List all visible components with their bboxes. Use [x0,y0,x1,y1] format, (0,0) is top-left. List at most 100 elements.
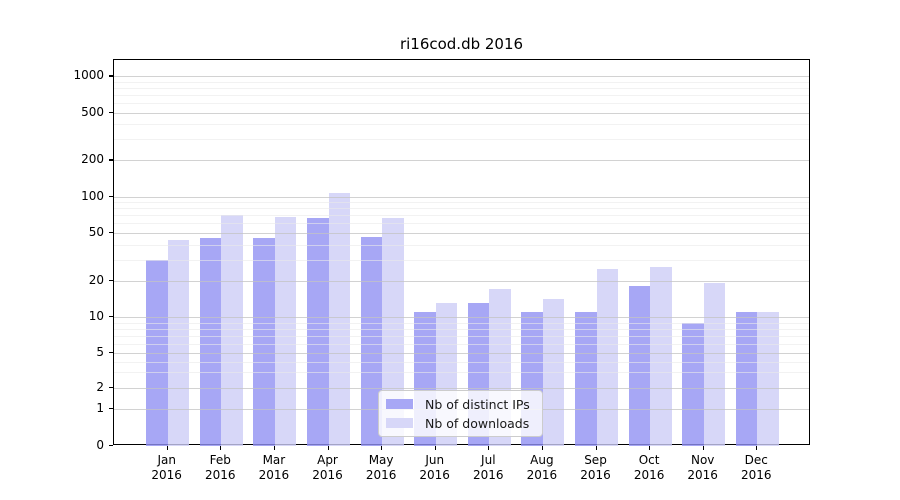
x-tick-label-sep: Sep 2016 [580,453,611,482]
gridline-minor-4 [114,361,809,363]
y-tick-label-1000: 1000 [73,68,104,83]
gridline-major-50 [114,232,809,234]
gridline-minor-6 [114,343,809,345]
legend-item-downloads: Nb of downloads [386,416,542,431]
bar-downloads-nov [703,283,726,446]
legend-label-downloads: Nb of downloads [425,415,530,431]
y-tick-mark-20 [109,279,113,281]
bar-downloads-sep [596,269,618,446]
y-tick-label-5: 5 [96,345,104,360]
gridline-minor-70 [114,215,809,217]
y-tick-mark-1000 [109,75,113,77]
x-tick-label-mar: Mar 2016 [258,453,290,482]
bar-distinct-ips-apr [307,218,329,446]
gridline-minor-800 [114,88,809,90]
y-tick-label-50: 50 [88,224,104,239]
gridline-minor-300 [114,139,809,141]
gridline-minor-700 [114,95,809,97]
bar-downloads-dec [757,312,779,446]
x-tick-mark-jun [434,446,436,450]
gridline-minor-600 [114,103,809,105]
legend-swatch-downloads [386,418,413,428]
x-tick-mark-nov [702,446,704,450]
gridline-minor-80 [114,208,809,210]
y-tick-mark-0 [109,445,113,447]
x-tick-mark-jul [488,446,490,450]
gridline-minor-60 [114,223,809,225]
x-tick-mark-aug [541,446,544,450]
gridline-minor-7 [114,335,809,337]
x-tick-mark-mar [273,446,276,450]
x-tick-label-may: May 2016 [365,453,397,482]
y-tick-mark-500 [109,111,113,113]
bar-distinct-ips-dec [735,312,758,446]
gridline-major-20 [114,280,809,282]
y-tick-mark-5 [109,352,113,354]
gridline-major-100 [114,196,809,198]
y-tick-mark-50 [109,231,113,234]
bar-distinct-ips-mar [253,238,275,446]
gridline-major-10 [114,317,809,318]
y-tick-mark-200 [109,159,113,161]
x-tick-mark-apr [327,446,329,450]
x-tick-label-apr: Apr 2016 [312,453,343,482]
x-tick-mark-feb [220,446,222,450]
y-tick-label-10: 10 [88,309,104,323]
legend: Nb of distinct IPs Nb of downloads [378,390,543,437]
bar-distinct-ips-may [360,237,383,446]
x-tick-label-jan: Jan 2016 [151,453,182,482]
x-tick-mark-dec [756,446,758,450]
gridline-major-2 [114,387,809,389]
gridline-major-5 [114,353,809,355]
legend-swatch-distinct-ips [386,399,413,409]
gridline-minor-3 [114,372,809,374]
y-tick-label-500: 500 [81,104,104,119]
chart-title: ri16cod.db 2016 [399,35,524,53]
x-tick-mark-oct [649,446,651,450]
bar-distinct-ips-nov [682,322,704,446]
bar-downloads-jan [167,239,190,446]
gridline-major-500 [114,112,809,114]
bar-downloads-feb [221,215,243,446]
y-tick-mark-10 [109,316,113,318]
gridline-minor-90 [114,202,809,204]
y-tick-label-0: 0 [96,438,104,452]
gridline-major-200 [114,160,809,162]
gridline-major-1000 [114,76,809,78]
bar-downloads-may [382,218,404,446]
x-tick-label-nov: Nov 2016 [687,453,718,482]
x-tick-mark-may [381,446,383,450]
y-tick-mark-1 [109,407,113,409]
bar-distinct-ips-feb [199,238,222,446]
legend-item-distinct-ips: Nb of distinct IPs [386,397,542,412]
y-tick-label-200: 200 [81,152,104,167]
x-tick-label-oct: Oct 2016 [633,453,665,482]
x-tick-label-dec: Dec 2016 [741,453,772,482]
gridline-minor-40 [114,244,809,246]
legend-label-distinct-ips: Nb of distinct IPs [425,396,530,412]
bar-downloads-mar [274,216,297,446]
y-tick-mark-100 [109,195,113,197]
bar-distinct-ips-oct [628,286,651,446]
bar-downloads-oct [650,267,672,446]
bar-distinct-ips-sep [575,312,597,446]
x-tick-label-aug: Aug 2016 [526,453,558,482]
x-tick-label-feb: Feb 2016 [205,453,236,482]
gridline-minor-9 [114,322,809,324]
y-tick-label-100: 100 [81,188,104,203]
y-tick-label-20: 20 [88,272,104,287]
y-tick-label-2: 2 [96,379,104,394]
x-tick-mark-jan [166,446,168,450]
y-tick-label-1: 1 [96,400,104,415]
x-tick-label-jun: Jun 2016 [419,453,450,482]
y-tick-mark-2 [109,386,113,388]
bar-downloads-apr [328,193,350,446]
gridline-minor-900 [114,81,809,83]
x-tick-label-jul: Jul 2016 [473,453,504,482]
plot-area [113,59,810,446]
gridline-minor-30 [114,259,809,261]
bar-distinct-ips-jan [146,259,168,446]
gridline-minor-400 [114,124,809,126]
gridline-minor-8 [114,328,809,330]
